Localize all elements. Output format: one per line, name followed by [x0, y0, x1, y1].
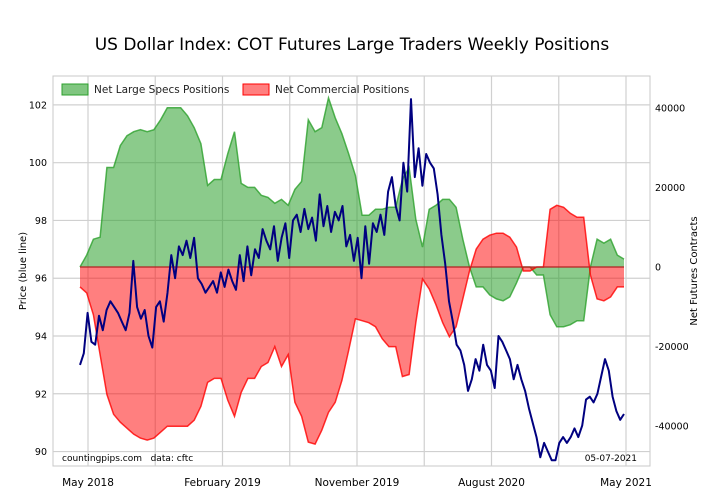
left-tick-label: 96 [35, 274, 47, 285]
x-tick-label: August 2020 [458, 477, 525, 489]
left-tick-label: 100 [29, 158, 47, 169]
left-axis-label: Price (blue line) [18, 232, 29, 310]
right-tick-label: -40000 [655, 422, 689, 433]
price-line [79, 98, 625, 462]
right-tick-label: -20000 [655, 342, 689, 353]
date-annotation: 05-07-2021 [585, 454, 637, 464]
source-annotation: countingpips.com data: cftc [62, 454, 193, 464]
specs-outline [79, 95, 625, 328]
left-tick-label: 98 [35, 216, 47, 227]
right-tick-label: 40000 [655, 103, 685, 114]
area-series [79, 95, 625, 445]
left-tick-label: 90 [35, 447, 47, 458]
right-tick-labels: -40000 -20000 0 20000 40000 [655, 103, 689, 432]
legend-swatch-commercial [242, 83, 270, 96]
legend-label-commercial: Net Commercial Positions [275, 84, 409, 96]
price-series [79, 98, 625, 462]
chart-title: US Dollar Index: COT Futures Large Trade… [95, 35, 610, 55]
x-tick-labels: May 2018 February 2019 November 2019 August… [62, 477, 652, 489]
right-tick-label: 0 [655, 263, 661, 274]
left-tick-label: 102 [29, 100, 47, 111]
commercial-outline [79, 204, 624, 445]
left-tick-labels: 90 92 94 96 98 100 102 [29, 100, 47, 458]
commercial-area [80, 205, 624, 445]
right-tick-label: 20000 [655, 183, 685, 194]
right-axis-label: Net Futures Contracts [689, 216, 700, 325]
x-tick-label: November 2019 [315, 477, 400, 489]
left-tick-label: 94 [35, 332, 47, 343]
legend-label-specs: Net Large Specs Positions [94, 84, 229, 96]
x-tick-label: May 2018 [62, 477, 114, 489]
x-tick-label: May 2021 [600, 477, 652, 489]
specs-area [80, 97, 624, 327]
left-tick-label: 92 [35, 389, 47, 400]
legend: Net Large Specs Positions Net Commercial… [61, 83, 409, 96]
legend-swatch-specs [61, 83, 89, 96]
x-tick-label: February 2019 [184, 477, 261, 489]
